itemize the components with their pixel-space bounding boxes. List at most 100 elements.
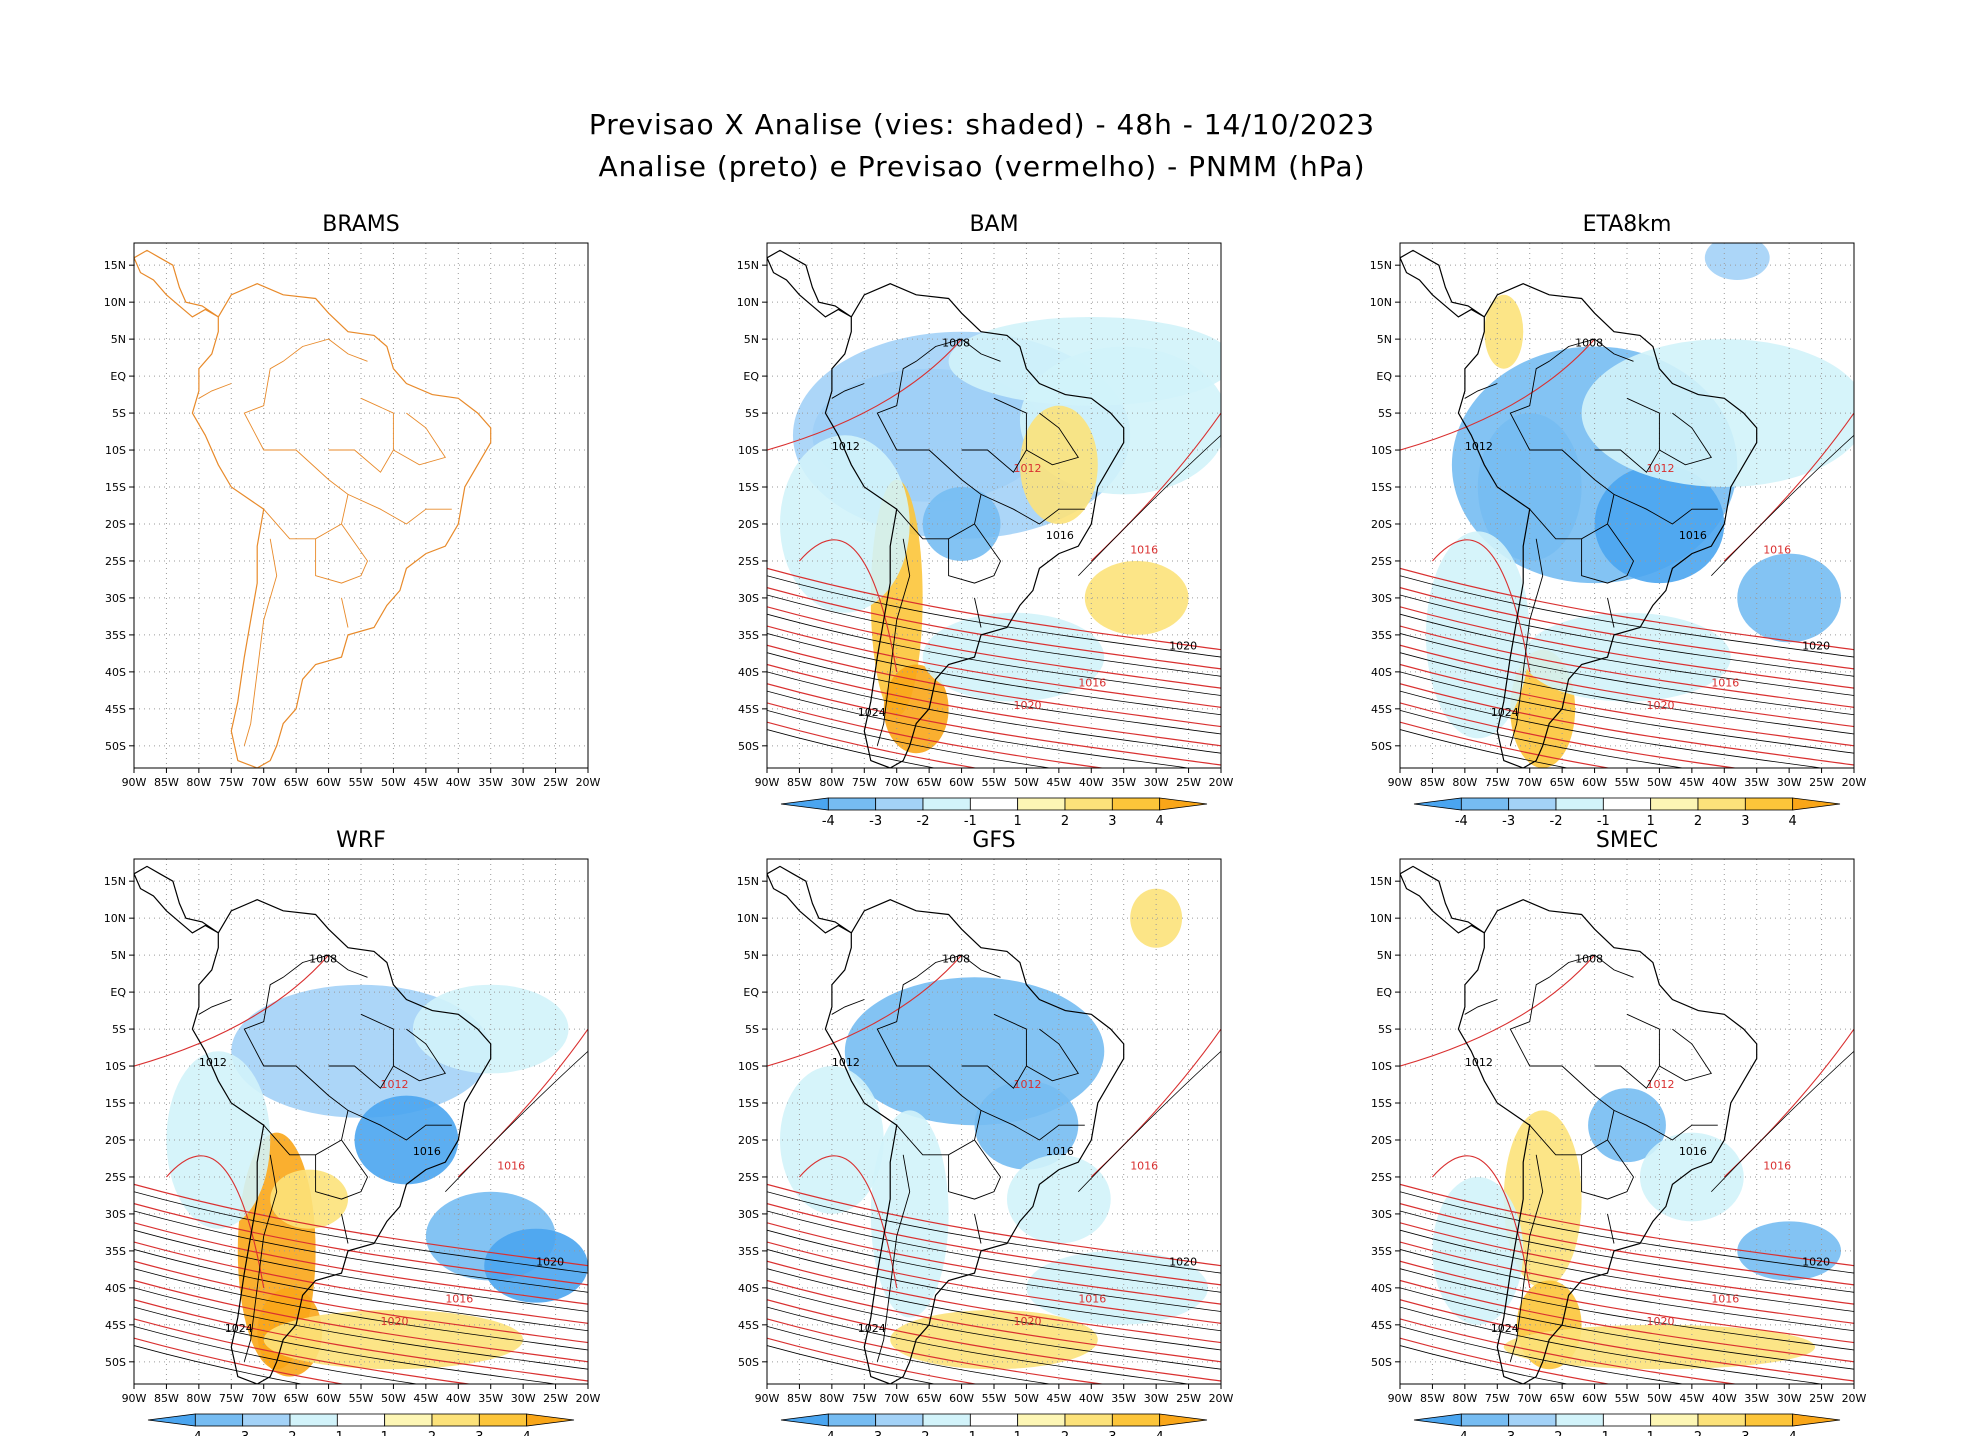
analysis-contour <box>1400 671 1854 754</box>
country-border <box>1026 1028 1080 1082</box>
lon-tick-label: 85W <box>1420 1392 1445 1405</box>
lon-tick-label: 25W <box>1176 776 1201 789</box>
panel-brams: 90W 85W 80W 75W 70W 65W 60W 55W 50W 45W 40W 35W 30W 2… <box>104 212 601 789</box>
colorbar-segment <box>1697 1413 1746 1427</box>
lat-tick-label: 45S <box>738 703 759 716</box>
coastline-south-america <box>824 899 1125 1384</box>
lat-tick-label: 25S <box>738 1171 759 1184</box>
colorbar-label: 4 <box>1789 1430 1797 1436</box>
bias-shade <box>883 664 949 754</box>
panel-title: WRF <box>336 828 386 853</box>
colorbar-segment <box>1508 1413 1557 1427</box>
country-border <box>393 1028 447 1082</box>
contour-label: 1016 <box>1711 677 1739 690</box>
lat-tick-label: 30S <box>105 592 126 605</box>
lon-tick-label: 45W <box>413 1392 438 1405</box>
colorbar-label: -1 <box>964 1430 977 1436</box>
lat-tick-label: 10S <box>1371 444 1392 457</box>
lon-tick-label: 20W <box>1209 776 1234 789</box>
lat-tick-label: 5N <box>744 333 759 346</box>
panel-title: BAM <box>969 212 1018 237</box>
lat-tick-label: 40S <box>738 666 759 679</box>
lat-tick-label: 15S <box>105 1097 126 1110</box>
colorbar-segment <box>875 797 924 811</box>
panel-title: SMEC <box>1596 828 1658 853</box>
forecast-contour <box>166 1155 265 1288</box>
analysis-contour <box>134 1210 588 1293</box>
colorbar-segment <box>875 1413 924 1427</box>
lat-tick-label: 5S <box>1378 1023 1392 1036</box>
country-border <box>1509 1154 1544 1362</box>
analysis-contour <box>134 1268 588 1351</box>
lat-tick-label: 10N <box>1370 296 1392 309</box>
country-border <box>393 412 447 466</box>
forecast-contour <box>767 625 1221 708</box>
analysis-contour <box>134 1287 588 1370</box>
country-border <box>341 1213 349 1244</box>
colorbar-label: -3 <box>1502 814 1515 829</box>
colorbar-label: -4 <box>1455 814 1468 829</box>
lat-tick-label: 40S <box>105 1282 126 1295</box>
colorbar-label: 3 <box>475 1430 483 1436</box>
lat-tick-label: 15S <box>1371 481 1392 494</box>
lon-tick-label: 80W <box>186 1392 211 1405</box>
colorbar-segment <box>969 797 1019 811</box>
lat-tick-label: 10S <box>105 444 126 457</box>
analysis-contour <box>134 1229 588 1312</box>
colorbar-label: 1 <box>1014 814 1022 829</box>
lon-tick-label: 80W <box>1452 776 1477 789</box>
lat-tick-label: 10S <box>1371 1060 1392 1073</box>
lat-tick-label: 45S <box>1371 703 1392 716</box>
colorbar-segment <box>780 1413 829 1427</box>
country-border <box>1607 1213 1615 1244</box>
lon-tick-label: 55W <box>982 776 1007 789</box>
forecast-contour <box>767 683 1221 766</box>
lat-tick-label: 15N <box>1370 875 1392 888</box>
colorbar-label: -2 <box>1550 814 1563 829</box>
coastline-central-america <box>1400 865 1485 934</box>
analysis-contour <box>767 709 1053 768</box>
lon-tick-label: 55W <box>349 776 374 789</box>
forecast-contour <box>1432 539 1531 672</box>
lat-tick-label: 15N <box>1370 259 1392 272</box>
colorbar-segment <box>1111 797 1161 811</box>
lat-tick-label: 15N <box>104 259 126 272</box>
forecast-contour <box>1400 1222 1854 1305</box>
lat-tick-label: 5N <box>1377 949 1392 962</box>
colorbar-label: 3 <box>1741 814 1749 829</box>
country-border <box>974 1213 982 1244</box>
bias-shade <box>1639 1132 1744 1222</box>
lon-tick-label: 70W <box>251 776 276 789</box>
country-border <box>328 397 394 473</box>
analysis-contour <box>767 1229 1221 1312</box>
lon-tick-label: 20W <box>1842 776 1867 789</box>
lat-tick-label: EQ <box>110 986 126 999</box>
lon-tick-label: 50W <box>1647 776 1672 789</box>
lat-tick-label: 15N <box>104 875 126 888</box>
coastline-south-america <box>824 283 1125 768</box>
forecast-contour <box>134 1299 588 1382</box>
forecast-contour <box>767 1337 979 1384</box>
analysis-contour <box>134 1345 304 1384</box>
analysis-contour <box>767 671 1221 754</box>
lon-tick-label: 80W <box>819 1392 844 1405</box>
forecast-contour <box>767 721 979 768</box>
lon-tick-label: 35W <box>1111 776 1136 789</box>
lon-tick-label: 35W <box>1744 1392 1769 1405</box>
lat-tick-label: 10N <box>737 296 759 309</box>
colorbar-segment <box>1413 797 1462 811</box>
lat-tick-label: 30S <box>738 1208 759 1221</box>
coastline-south-america <box>1457 283 1758 768</box>
contour-label: 1012 <box>1465 440 1493 453</box>
country-border <box>1464 383 1498 399</box>
contour-label: 1016 <box>1763 1160 1791 1173</box>
lat-tick-label: 40S <box>738 1282 759 1295</box>
bias-shade <box>1737 1221 1842 1281</box>
analysis-contour <box>1400 1210 1854 1293</box>
country-border <box>1509 954 1634 1156</box>
colorbar-label: -1 <box>331 1430 344 1436</box>
analysis-contour <box>767 575 1221 658</box>
